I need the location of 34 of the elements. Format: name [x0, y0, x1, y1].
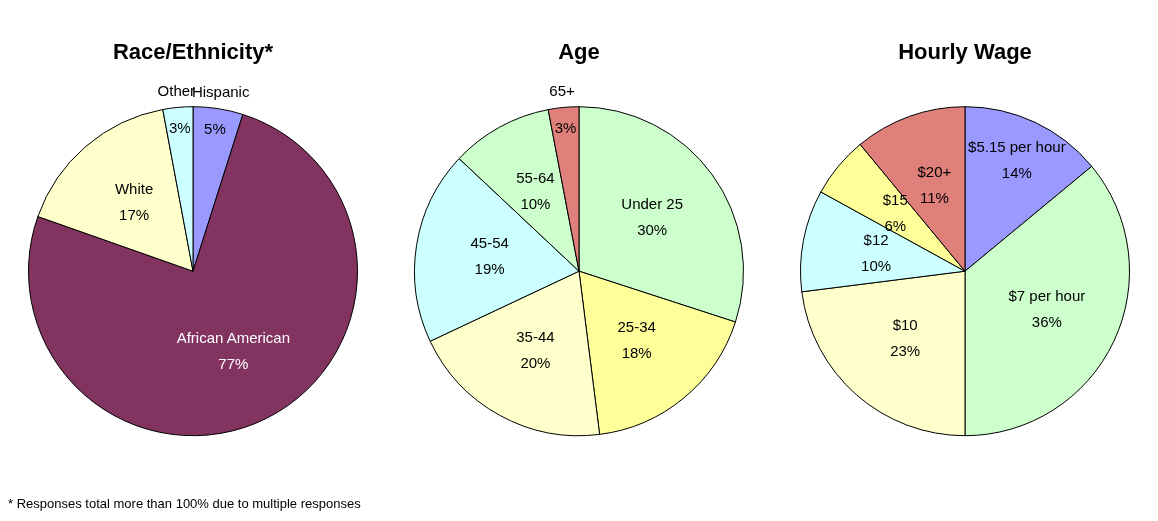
- data-label: 10%: [520, 195, 551, 213]
- data-label: 36%: [1031, 312, 1062, 330]
- slice-label: $15: [882, 190, 908, 208]
- chart-title: Age: [558, 39, 600, 65]
- data-label: 3%: [168, 118, 191, 136]
- slice-label: $10: [892, 316, 918, 334]
- data-label: 23%: [890, 342, 921, 360]
- data-label: 3%: [554, 118, 577, 136]
- chart-title: Race/Ethnicity*: [112, 39, 274, 65]
- chart-title: Hourly Wage: [898, 39, 1032, 65]
- data-label: 10%: [861, 257, 892, 275]
- slice-label: 35-44: [516, 327, 555, 345]
- slice-label: 25-34: [617, 318, 656, 336]
- slice-label: $20+: [917, 163, 952, 181]
- data-label: 11%: [919, 189, 949, 207]
- data-label: 77%: [218, 355, 249, 373]
- slice-label: 55-64: [516, 169, 555, 187]
- data-label: 14%: [1001, 164, 1032, 182]
- slice-label: $12: [863, 231, 889, 249]
- slice-label: White: [114, 179, 154, 197]
- data-label: 19%: [474, 260, 505, 278]
- data-label: 5%: [204, 119, 226, 137]
- data-label: 6%: [884, 216, 907, 234]
- data-label: 18%: [621, 344, 652, 362]
- slice-label: $5.15 per hour: [968, 138, 1066, 156]
- slice-label: $7 per hour: [1008, 286, 1086, 304]
- slice-label: 65+: [549, 81, 575, 99]
- text: * Responses total more than 100% due to multiple responses: [8, 496, 361, 511]
- data-label: 30%: [637, 221, 668, 239]
- data-label: 17%: [119, 205, 150, 223]
- slice-label: 45-54: [470, 234, 509, 252]
- slice-label: African American: [176, 329, 291, 347]
- slice-label: Under 25: [621, 195, 684, 213]
- data-label: 20%: [520, 353, 551, 371]
